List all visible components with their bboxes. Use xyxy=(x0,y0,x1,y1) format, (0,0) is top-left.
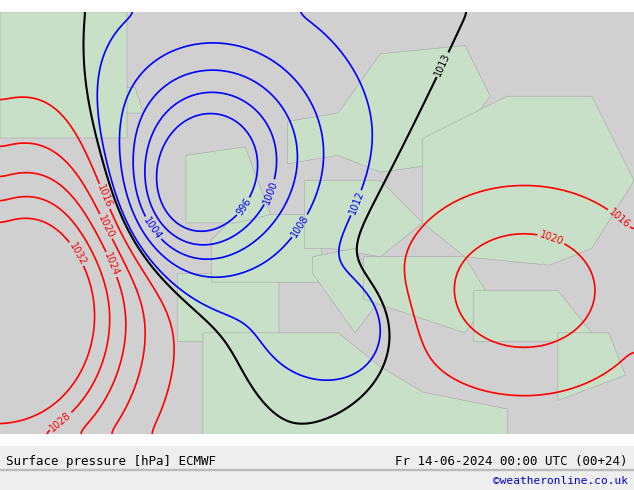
Polygon shape xyxy=(287,46,490,172)
Polygon shape xyxy=(304,181,423,257)
Polygon shape xyxy=(313,248,380,333)
Polygon shape xyxy=(186,147,271,223)
Text: 1004: 1004 xyxy=(141,215,164,241)
Text: Fr 14-06-2024 00:00 UTC (00+24): Fr 14-06-2024 00:00 UTC (00+24) xyxy=(395,455,628,468)
Text: 1020: 1020 xyxy=(96,213,116,240)
Text: 1012: 1012 xyxy=(347,190,365,216)
Polygon shape xyxy=(474,291,592,342)
Polygon shape xyxy=(423,96,634,265)
Polygon shape xyxy=(203,333,507,434)
Polygon shape xyxy=(178,274,279,342)
Bar xyxy=(0,469,634,470)
Text: 1013: 1013 xyxy=(433,51,452,78)
Text: ©weatheronline.co.uk: ©weatheronline.co.uk xyxy=(493,476,628,486)
Text: 1020: 1020 xyxy=(538,229,565,247)
Polygon shape xyxy=(211,215,321,282)
Polygon shape xyxy=(51,88,144,113)
Text: Surface pressure [hPa] ECMWF: Surface pressure [hPa] ECMWF xyxy=(6,455,216,468)
Polygon shape xyxy=(0,12,127,138)
Polygon shape xyxy=(558,333,626,400)
Polygon shape xyxy=(363,257,490,333)
Text: 1032: 1032 xyxy=(67,241,87,267)
Text: 1024: 1024 xyxy=(102,251,121,278)
Text: 1016: 1016 xyxy=(95,183,113,210)
Text: 1016: 1016 xyxy=(607,206,631,230)
Text: 1028: 1028 xyxy=(48,410,74,433)
Text: 1008: 1008 xyxy=(289,213,311,239)
Text: 996: 996 xyxy=(235,196,253,217)
Text: 1000: 1000 xyxy=(261,179,279,205)
